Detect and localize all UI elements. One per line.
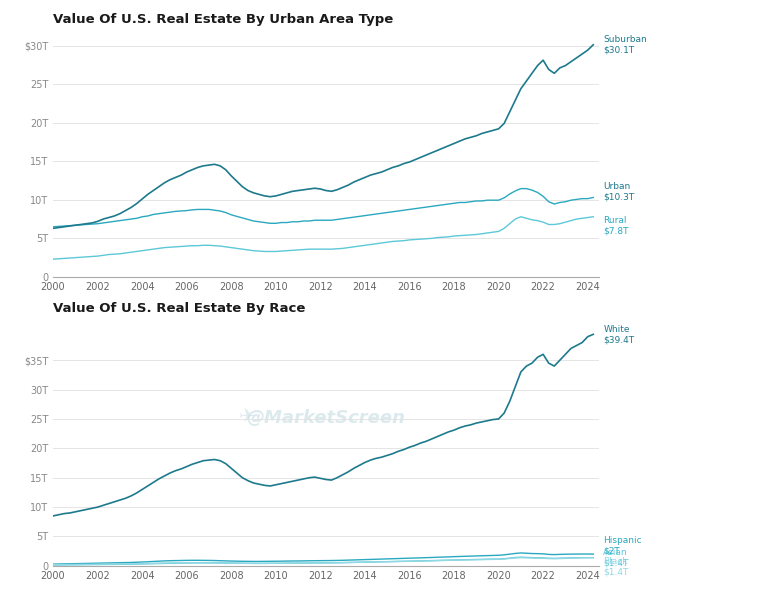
- Text: White
$39.4T: White $39.4T: [603, 324, 634, 344]
- Text: Value Of U.S. Real Estate By Urban Area Type: Value Of U.S. Real Estate By Urban Area …: [53, 13, 393, 26]
- Text: @MarketScreen: @MarketScreen: [246, 409, 406, 427]
- Text: Urban
$10.3T: Urban $10.3T: [603, 182, 634, 201]
- Text: Black
$1.4T: Black $1.4T: [603, 557, 628, 576]
- Text: Asian
$1.4T: Asian $1.4T: [603, 548, 628, 567]
- Text: Rural
$7.8T: Rural $7.8T: [603, 216, 629, 236]
- Text: ✈: ✈: [239, 407, 255, 426]
- Text: Suburban
$30.1T: Suburban $30.1T: [603, 35, 647, 54]
- Text: Hispanic
$2T: Hispanic $2T: [603, 536, 642, 555]
- Text: Value Of U.S. Real Estate By Race: Value Of U.S. Real Estate By Race: [53, 302, 305, 315]
